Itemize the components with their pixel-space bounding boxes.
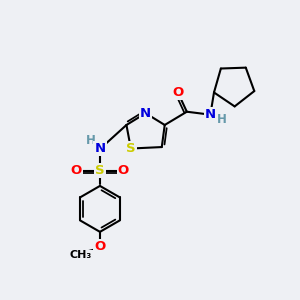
Text: H: H xyxy=(85,134,95,147)
Text: O: O xyxy=(118,164,129,177)
Text: CH₃: CH₃ xyxy=(70,250,92,260)
Text: O: O xyxy=(172,86,184,99)
Text: S: S xyxy=(126,142,136,155)
Text: S: S xyxy=(95,164,105,177)
Text: N: N xyxy=(140,107,151,120)
Text: H: H xyxy=(217,113,226,127)
Text: N: N xyxy=(205,108,216,121)
Text: N: N xyxy=(94,142,106,155)
Text: O: O xyxy=(71,164,82,177)
Text: O: O xyxy=(94,240,106,253)
